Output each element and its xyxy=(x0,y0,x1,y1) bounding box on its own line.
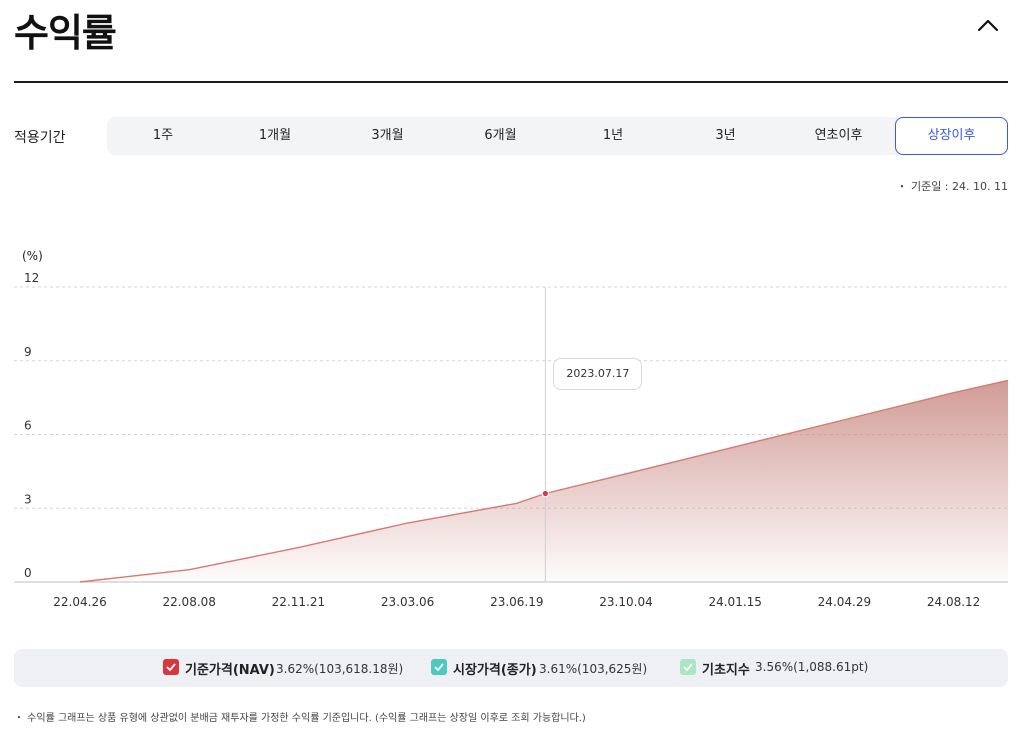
y-tick-label: 6 xyxy=(24,419,32,433)
x-axis: 22.04.26 22.08.08 22.11.21 23.03.06 23.06.19… xyxy=(53,595,980,609)
period-option-3y[interactable]: 3년 xyxy=(715,128,736,143)
period-option-1m[interactable]: 1개월 xyxy=(258,128,292,143)
page-title: 수익률 xyxy=(14,11,117,55)
period-option-1y[interactable]: 1년 xyxy=(602,128,624,143)
header-divider xyxy=(14,81,1008,83)
period-option-6m[interactable]: 6개월 xyxy=(484,128,517,143)
y-tick-label: 3 xyxy=(24,492,32,506)
period-option-3m[interactable]: 3개월 xyxy=(371,128,404,143)
check-icon xyxy=(434,663,444,672)
period-option-1w[interactable]: 1주 xyxy=(152,128,174,143)
chevron-up-icon xyxy=(977,19,999,32)
highlight-point xyxy=(541,489,550,498)
y-tick-label: 0 xyxy=(24,566,32,580)
x-tick-label: 23.03.06 xyxy=(381,595,434,609)
period-label: 적용기간 xyxy=(14,130,66,146)
y-axis-unit: (%) xyxy=(22,249,43,263)
x-tick-label: 22.04.26 xyxy=(53,595,106,609)
return-chart: (%) 12 9 6 3 0 22.04.26 22.08.08 22.11.21 23.03… xyxy=(0,240,1024,620)
y-tick-label: 12 xyxy=(24,271,39,285)
x-tick-label: 23.10.04 xyxy=(599,595,652,609)
legend-item-market[interactable]: 시장가격(종가) 3.61%(103,625원) xyxy=(431,659,661,678)
x-tick-label: 24.01.15 xyxy=(708,595,761,609)
period-options: 1주 1개월 3개월 6개월 1년 3년 연초이후 상장이후 xyxy=(107,117,1008,155)
check-icon xyxy=(166,663,176,672)
legend-checkbox-nav[interactable] xyxy=(163,659,179,675)
legend-checkbox-market[interactable] xyxy=(431,659,447,675)
section-header: 수익률 xyxy=(14,0,1008,84)
highlight-layer xyxy=(541,287,550,582)
base-date: ・ 기준일 : 24. 10. 11 xyxy=(896,180,1008,193)
legend-name-market: 시장가격(종가) xyxy=(453,663,537,678)
legend-value-market: 3.61%(103,625원) xyxy=(539,662,648,676)
legend-name-index: 기초지수 xyxy=(702,663,750,678)
x-tick-label: 24.04.29 xyxy=(818,595,871,609)
x-tick-label: 22.08.08 xyxy=(162,595,215,609)
legend-name-nav: 기준가격(NAV) xyxy=(185,663,275,678)
check-icon xyxy=(683,663,693,672)
chart-tooltip: 2023.07.17 xyxy=(553,358,643,390)
x-tick-label: 22.11.21 xyxy=(272,595,325,609)
footnote: ・ 수익률 그래프는 상품 유형에 상관없이 분배금 재투자를 가정한 수익률 … xyxy=(14,713,586,724)
series-area xyxy=(80,380,1008,582)
collapse-button[interactable] xyxy=(968,8,1008,44)
period-option-since-listing[interactable]: 상장이후 xyxy=(895,117,1008,155)
period-option-ytd[interactable]: 연초이후 xyxy=(814,128,863,143)
series-layer xyxy=(79,379,1009,583)
y-tick-label: 9 xyxy=(24,345,32,359)
chart-canvas: (%) 12 9 6 3 0 22.04.26 22.08.08 22.11.21 23.03… xyxy=(14,249,1009,609)
x-tick-label: 24.08.12 xyxy=(927,595,980,609)
x-tick-label: 23.06.19 xyxy=(490,595,543,609)
legend-item-nav[interactable]: 기준가격(NAV) 3.62%(103,618.18원) xyxy=(163,659,404,678)
legend-value-index: 3.56%(1,088.61pt) xyxy=(755,660,869,674)
legend-checkbox-index[interactable] xyxy=(680,659,696,675)
legend-item-index[interactable]: 기초지수 3.56%(1,088.61pt) xyxy=(680,659,880,678)
legend-value-nav: 3.62%(103,618.18원) xyxy=(276,662,404,676)
period-selector: 적용기간 1주 1개월 3개월 6개월 1년 3년 연초이후 상장이후 xyxy=(14,117,1008,155)
chart-legend: 기준가격(NAV) 3.62%(103,618.18원) 시장가격(종가) 3.… xyxy=(14,649,1008,687)
